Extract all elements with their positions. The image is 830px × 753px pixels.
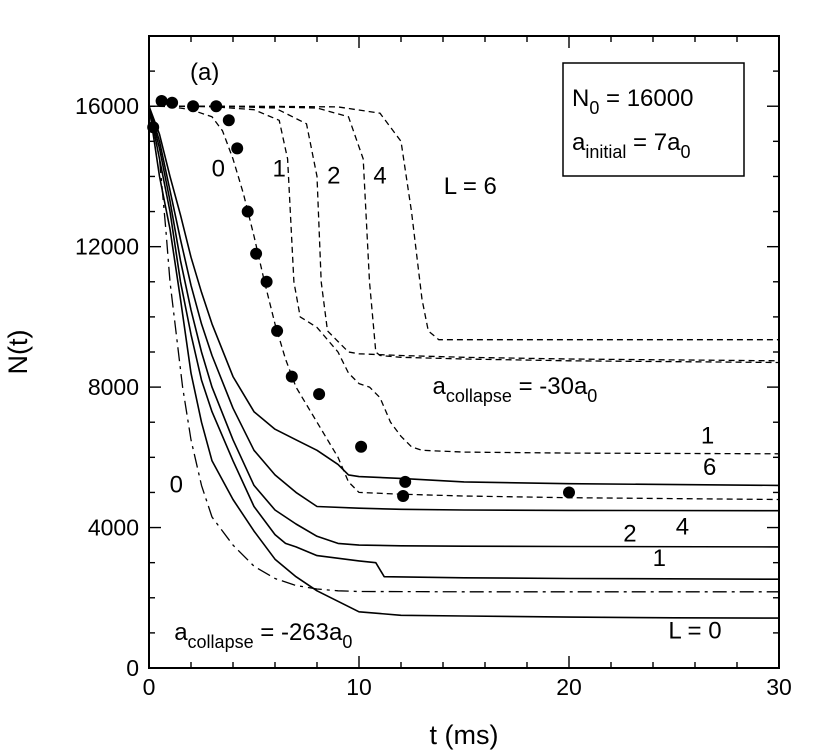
- legend-a-main: a: [572, 129, 586, 156]
- series-line-l-6-a-collapse-30a0: [148, 105, 779, 341]
- x-tick-label: 30: [766, 674, 792, 700]
- data-point: [399, 475, 412, 488]
- data-point: [313, 388, 326, 401]
- solid-curve-label: 4: [676, 514, 689, 541]
- series-line-l-4-a-collapse-30a0: [148, 105, 780, 364]
- panel-label: (a): [190, 59, 219, 86]
- collapse-30-label: acollapse = -30a0: [433, 373, 598, 406]
- data-point: [271, 324, 284, 337]
- tick-marks: [148, 35, 780, 669]
- y-tick-label: 0: [126, 655, 139, 681]
- series-line-l-2-a-collapse-30a0: [148, 105, 780, 362]
- solid-curve-label: 6: [703, 454, 716, 481]
- data-point: [260, 275, 273, 288]
- x-axis-title: t (ms): [430, 720, 499, 750]
- series-line-l-0-a-collapse-263a0: [148, 106, 780, 619]
- y-tick-label: 16000: [75, 93, 139, 119]
- y-tick-labels: 0 4000 8000 12000 16000: [75, 93, 139, 681]
- series-line-l-1-a-collapse-263a0: [148, 106, 780, 581]
- legend-n0-sub: 0: [589, 98, 599, 118]
- series-line-l-4-a-collapse-263a0: [148, 105, 780, 512]
- legend-n0-value: = 16000: [599, 85, 693, 112]
- legend-n0-main: N: [572, 85, 589, 112]
- dashed-curve-label: 1: [273, 155, 286, 182]
- collapse-30-label-part: = -30a: [512, 373, 588, 400]
- y-axis-title: N(t): [3, 330, 33, 375]
- series-line-l-0-a-collapse-263a0-chain-line: [148, 106, 779, 593]
- dashed-curve-label: L = 6: [444, 173, 497, 200]
- data-point: [222, 114, 235, 127]
- solid-curve-label: 1: [701, 422, 714, 449]
- data-point: [147, 121, 160, 134]
- data-point: [155, 94, 168, 107]
- collapse-30-label-part: a: [433, 373, 447, 400]
- data-point: [285, 370, 298, 383]
- solid-curve-label: 2: [623, 521, 636, 548]
- x-tick-labels: 0 10 20 30: [143, 674, 792, 700]
- data-point: [210, 100, 223, 113]
- data-point: [241, 205, 254, 218]
- collapse-30-label-part: collapse: [446, 386, 512, 406]
- series-group: [148, 105, 780, 619]
- legend-a-value: = 7a: [626, 129, 681, 156]
- dashed-curve-label: 4: [373, 162, 386, 189]
- series-line-l-0-a-collapse-30a0: [148, 105, 780, 501]
- series-line-l-2-a-collapse-263a0: [148, 106, 780, 548]
- collapse-263-label-part: 0: [342, 632, 352, 652]
- legend-a-sub: initial: [585, 142, 626, 162]
- x-tick-label: 20: [556, 674, 582, 700]
- solid-curve-label: L = 0: [668, 618, 721, 645]
- y-tick-label: 4000: [88, 515, 139, 541]
- y-tick-label: 12000: [75, 234, 139, 260]
- data-point: [166, 96, 179, 109]
- data-point: [187, 100, 200, 113]
- data-point: [397, 489, 410, 502]
- data-point: [231, 142, 244, 155]
- collapse-263-label: acollapse = -263a0: [174, 619, 352, 652]
- x-tick-label: 0: [143, 674, 156, 700]
- series-line-l-1-a-collapse-30a0: [148, 105, 780, 455]
- collapse-263-label-part: collapse: [188, 632, 254, 652]
- dashdot-curve-label: 0: [170, 471, 183, 498]
- legend-a-value-sub: 0: [680, 142, 690, 162]
- collapse-263-label-part: = -263a: [254, 619, 343, 646]
- dashed-curve-label: 0: [212, 155, 225, 182]
- x-tick-label: 10: [346, 674, 372, 700]
- solid-curve-label: 1: [653, 545, 666, 572]
- dashed-curve-label: 2: [327, 162, 340, 189]
- legend-n0: N0 = 16000: [572, 85, 693, 118]
- data-point: [250, 247, 263, 260]
- data-point: [355, 440, 368, 453]
- experiment-points: [147, 94, 575, 502]
- legend-a-initial: ainitial = 7a0: [572, 129, 690, 162]
- collapse-30-label-part: 0: [587, 386, 597, 406]
- legend-box: [562, 62, 745, 177]
- data-point: [563, 486, 575, 499]
- y-tick-label: 8000: [88, 374, 139, 400]
- collapse-263-label-part: a: [174, 619, 188, 646]
